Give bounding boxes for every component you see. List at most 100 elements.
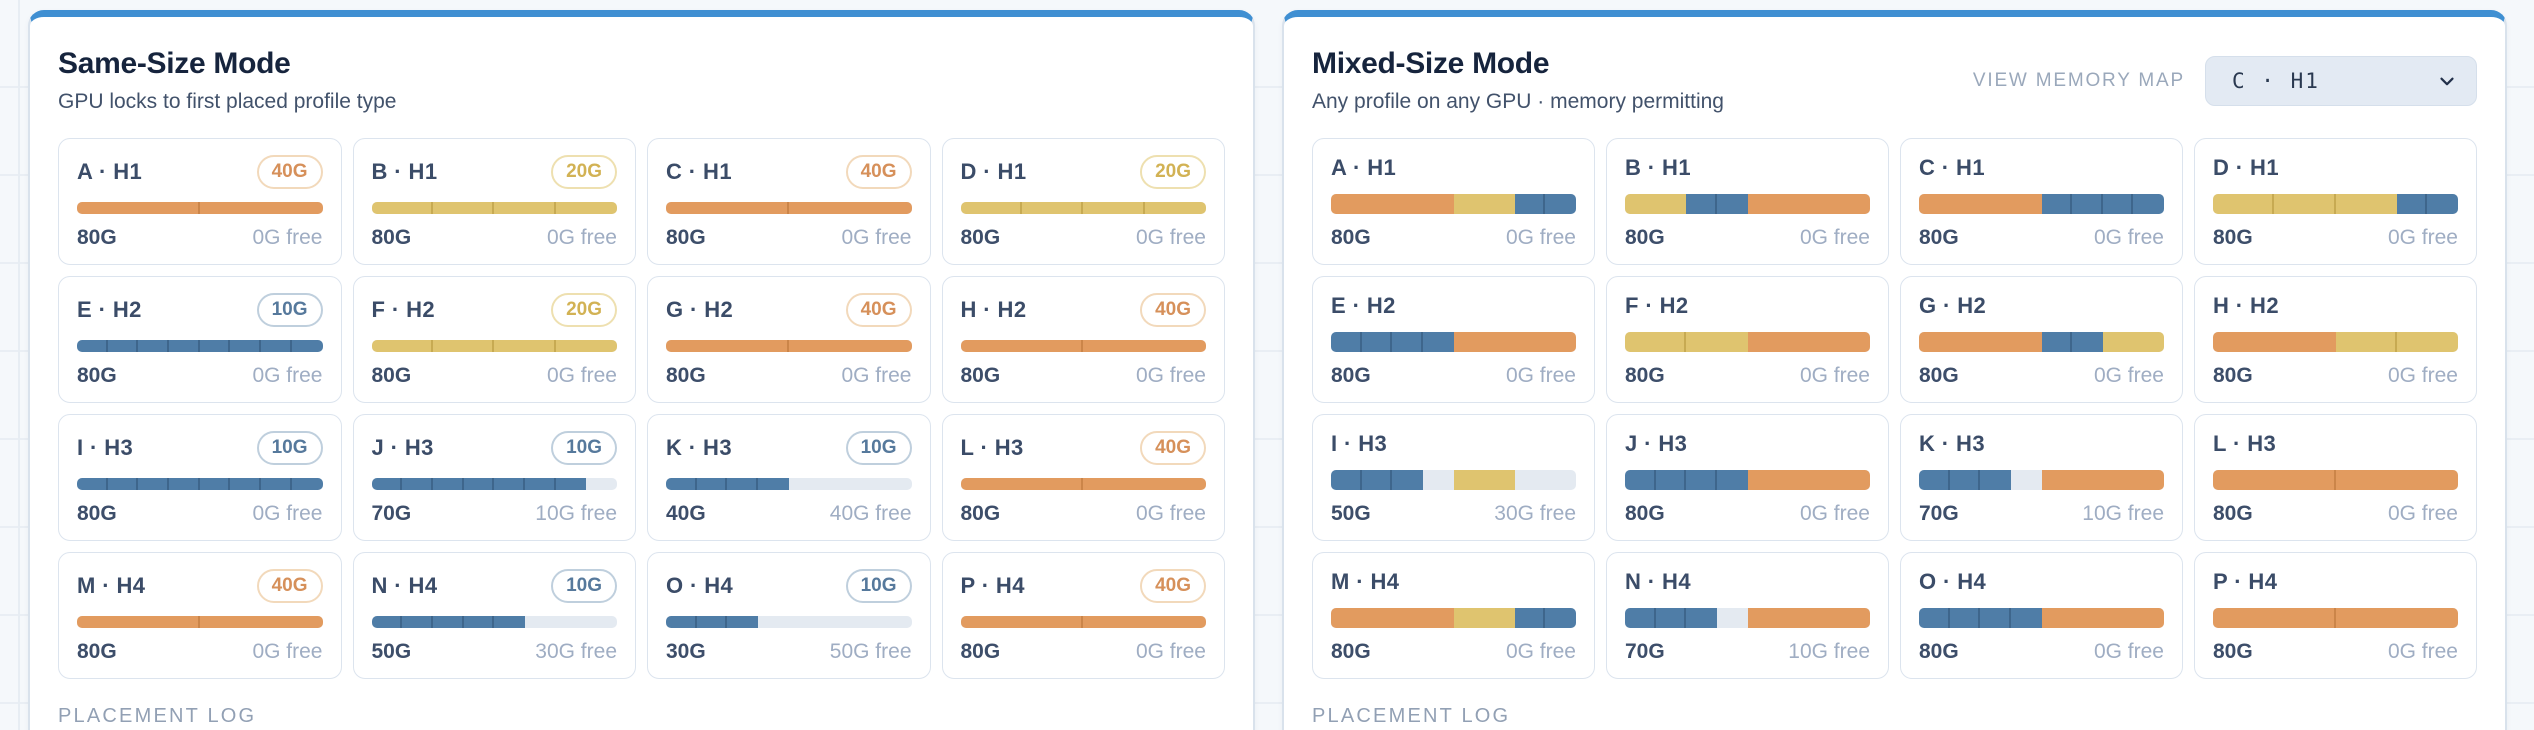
memory-free-space xyxy=(586,478,617,490)
free-memory-label: 0G free xyxy=(252,364,323,387)
free-memory-label: 0G free xyxy=(2387,364,2458,387)
memory-segment-blue xyxy=(696,616,728,628)
gpu-card-header: F · H2 xyxy=(1625,293,1870,319)
memory-segment-yellow xyxy=(1453,470,1515,490)
memory-segment-blue xyxy=(402,616,433,628)
gpu-card-footer: 80G 0G free xyxy=(666,364,912,388)
gpu-card-footer: 80G 0G free xyxy=(666,226,912,250)
memory-segment-blue xyxy=(666,616,697,628)
gpu-card-c-h1: C · H1 40G 80G 0G free xyxy=(647,138,931,265)
gpu-card-footer: 50G 30G free xyxy=(372,640,618,664)
gpu-card-header: M · H4 40G xyxy=(77,569,323,603)
profile-size-badge: 40G xyxy=(845,155,912,189)
memory-segment-blue xyxy=(1545,608,1576,628)
memory-bar xyxy=(1919,470,2164,490)
free-memory-label: 0G free xyxy=(1135,640,1206,663)
free-memory-label: 0G free xyxy=(546,226,617,249)
gpu-card-header: A · H1 40G xyxy=(77,155,323,189)
memory-segment-orange xyxy=(2213,608,2336,628)
gpu-card-l-h3: L · H3 80G 0G free xyxy=(2194,414,2477,541)
profile-size-badge: 20G xyxy=(1140,155,1206,189)
memory-bar xyxy=(1331,332,1576,352)
gpu-card-footer: 80G 0G free xyxy=(961,364,1207,388)
gpu-card-a-h1: A · H1 40G 80G 0G free xyxy=(58,138,342,265)
memory-bar xyxy=(960,478,1206,490)
memory-map-gpu-select[interactable]: C · H1 xyxy=(2205,55,2477,106)
memory-segment-yellow xyxy=(1453,194,1515,214)
panel-header: Same-Size Mode GPU locks to first placed… xyxy=(58,47,1225,114)
gpu-label: C · H1 xyxy=(1919,155,1985,180)
memory-bar xyxy=(77,616,323,628)
memory-segment-blue xyxy=(432,478,464,490)
free-memory-label: 30G free xyxy=(535,640,617,663)
memory-bar xyxy=(1625,608,1870,628)
used-memory-label: 80G xyxy=(2213,226,2253,249)
gpu-card-footer: 80G 0G free xyxy=(372,226,618,250)
gpu-card-footer: 80G 0G free xyxy=(372,364,618,388)
gpu-label: G · H2 xyxy=(1919,293,1987,318)
memory-segment-blue xyxy=(524,478,556,490)
memory-segment-blue xyxy=(432,616,464,628)
gpu-card-g-h2: G · H2 40G 80G 0G free xyxy=(647,276,931,403)
memory-segment-blue xyxy=(1392,332,1423,352)
memory-segment-blue xyxy=(1625,608,1656,628)
gpu-card-b-h1: B · H1 20G 80G 0G free xyxy=(352,138,636,265)
memory-bar xyxy=(666,616,912,628)
memory-bar xyxy=(1625,332,1870,352)
gpu-card-a-h1: A · H1 80G 0G free xyxy=(1312,138,1595,265)
memory-segment-yellow xyxy=(432,340,495,352)
profile-size-badge: 10G xyxy=(551,431,617,465)
gpu-card-footer: 80G 0G free xyxy=(77,502,323,526)
memory-segment-blue xyxy=(1980,470,2011,490)
gpu-card-footer: 80G 0G free xyxy=(961,502,1207,526)
memory-segment-orange xyxy=(1747,470,1870,490)
free-memory-label: 0G free xyxy=(2093,226,2164,249)
memory-segment-orange xyxy=(199,202,323,214)
memory-segment-blue xyxy=(494,616,525,628)
gpu-card-footer: 80G 0G free xyxy=(1919,364,2164,388)
profile-size-badge: 20G xyxy=(551,155,617,189)
memory-bar xyxy=(960,340,1206,352)
gpu-card-header: C · H1 xyxy=(1919,155,2164,181)
memory-segment-yellow xyxy=(960,202,1022,214)
gpu-card-footer: 80G 0G free xyxy=(961,226,1207,250)
gpu-card-header: P · H4 40G xyxy=(961,569,1206,603)
free-memory-label: 0G free xyxy=(1505,226,1576,249)
profile-size-badge: 20G xyxy=(551,293,617,327)
used-memory-label: 30G xyxy=(666,640,706,663)
memory-segment-blue xyxy=(291,478,323,490)
gpu-card-d-h1: D · H1 80G 0G free xyxy=(2194,138,2477,265)
free-memory-label: 0G free xyxy=(841,226,912,249)
gpu-label: L · H3 xyxy=(2213,431,2277,456)
memory-segment-blue xyxy=(230,340,262,352)
profile-size-badge: 40G xyxy=(1140,431,1206,465)
used-memory-label: 80G xyxy=(1625,226,1665,249)
panel-mixed-size-mode: Mixed-Size Mode Any profile on any GPU ·… xyxy=(1282,10,2507,730)
memory-segment-orange xyxy=(2213,470,2336,490)
gpu-card-footer: 80G 0G free xyxy=(1625,364,1870,388)
memory-segment-blue xyxy=(696,478,728,490)
memory-segment-blue xyxy=(2133,194,2164,214)
memory-bar xyxy=(2213,332,2458,352)
memory-segment-blue xyxy=(1655,608,1687,628)
used-memory-label: 80G xyxy=(77,226,117,249)
memory-segment-blue xyxy=(1686,608,1717,628)
gpu-label: O · H4 xyxy=(666,573,734,598)
gpu-card-header: C · H1 40G xyxy=(666,155,912,189)
used-memory-label: 70G xyxy=(371,502,412,525)
memory-segment-orange xyxy=(1331,194,1454,214)
gpu-label: B · H1 xyxy=(371,159,438,184)
gpu-label: L · H3 xyxy=(960,435,1024,460)
gpu-card-footer: 80G 0G free xyxy=(1919,226,2164,250)
used-memory-label: 80G xyxy=(960,364,1001,387)
memory-segment-orange xyxy=(1919,332,2042,352)
memory-segment-blue xyxy=(2072,332,2103,352)
gpu-card-header: O · H4 xyxy=(1919,569,2164,595)
memory-bar xyxy=(1331,608,1576,628)
memory-free-space xyxy=(758,616,911,628)
gpu-card-header: E · H2 xyxy=(1331,293,1576,319)
profile-size-badge: 40G xyxy=(256,155,323,189)
memory-bar xyxy=(2213,470,2458,490)
memory-segment-yellow xyxy=(2102,332,2164,352)
free-memory-label: 0G free xyxy=(252,226,323,249)
